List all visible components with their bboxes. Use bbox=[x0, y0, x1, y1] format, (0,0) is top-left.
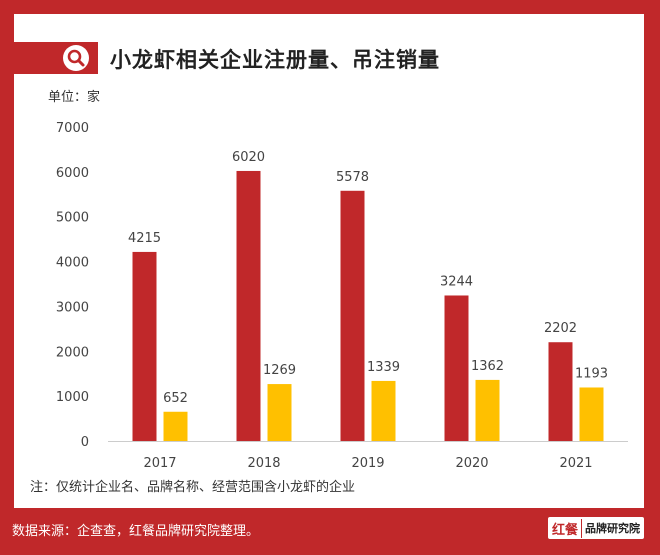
data-label-cancelled: 652 bbox=[163, 391, 188, 406]
bar-cancelled bbox=[475, 379, 500, 441]
bar-registered bbox=[236, 170, 261, 441]
brand-badge: 红餐 品牌研究院 bbox=[548, 517, 645, 539]
y-tick-label: 3000 bbox=[56, 300, 89, 315]
x-tick-label: 2021 bbox=[559, 456, 592, 471]
y-tick-label: 2000 bbox=[56, 345, 89, 360]
y-tick-label: 4000 bbox=[56, 256, 89, 271]
x-tick-label: 2019 bbox=[351, 456, 384, 471]
y-tick-label: 6000 bbox=[56, 166, 89, 181]
brand-logo: 红餐 bbox=[552, 518, 583, 538]
data-source: 数据来源：企查查，红餐品牌研究院整理。 bbox=[12, 524, 260, 539]
data-label-cancelled: 1193 bbox=[575, 366, 608, 381]
y-tick-label: 7000 bbox=[56, 121, 89, 136]
bar-cancelled bbox=[579, 387, 604, 441]
bar-registered bbox=[132, 251, 157, 441]
bar-registered bbox=[548, 342, 573, 441]
data-label-cancelled: 1269 bbox=[263, 363, 296, 378]
y-tick-label: 1000 bbox=[56, 390, 89, 405]
x-tick-label: 2018 bbox=[247, 456, 280, 471]
chart-title: 小龙虾相关企业注册量、吊注销量 bbox=[110, 48, 440, 72]
bar-cancelled bbox=[267, 384, 292, 441]
data-label-registered: 6020 bbox=[232, 150, 265, 165]
chart-note: 注：仅统计企业名、品牌名称、经营范围含小龙虾的企业 bbox=[30, 480, 356, 495]
data-label-cancelled: 1362 bbox=[471, 359, 504, 374]
chart-panel bbox=[14, 14, 644, 508]
data-label-registered: 5578 bbox=[336, 170, 369, 185]
data-label-registered: 2202 bbox=[544, 321, 577, 336]
x-tick-label: 2017 bbox=[143, 456, 176, 471]
y-tick-label: 5000 bbox=[56, 211, 89, 226]
data-label-registered: 3244 bbox=[440, 274, 473, 289]
bar-cancelled bbox=[371, 380, 396, 441]
data-label-registered: 4215 bbox=[128, 231, 161, 246]
bar-registered bbox=[444, 295, 469, 441]
x-tick-label: 2020 bbox=[455, 456, 488, 471]
search-icon bbox=[63, 45, 89, 71]
brand-name: 品牌研究院 bbox=[585, 522, 641, 535]
y-tick-label: 0 bbox=[81, 435, 89, 450]
bar-registered bbox=[340, 190, 365, 441]
bar-cancelled bbox=[163, 411, 188, 441]
data-label-cancelled: 1339 bbox=[367, 360, 400, 375]
unit-label: 单位：家 bbox=[48, 90, 101, 105]
